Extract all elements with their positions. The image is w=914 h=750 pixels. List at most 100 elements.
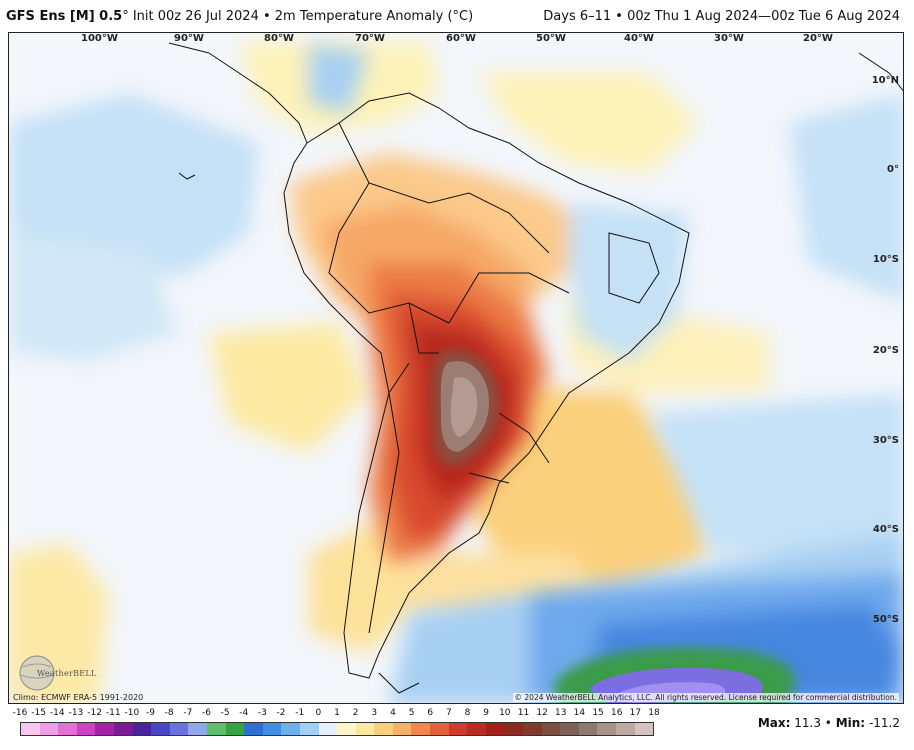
weatherbell-logo: WeatherBELL: [17, 653, 99, 699]
scale-label: 17: [629, 708, 642, 718]
scale-swatch: [467, 723, 486, 735]
init-text: ° Init 00z 26 Jul 2024 • 2m Temperature …: [122, 9, 474, 24]
scale-label: 12: [536, 708, 548, 718]
scale-swatch: [355, 723, 375, 735]
anomaly-map: [9, 33, 903, 703]
lon-label-70w: 70°W: [355, 33, 385, 44]
scale-label: -2: [276, 708, 286, 718]
lat-label-30s: 30°S: [872, 435, 899, 446]
scale-swatch: [76, 723, 96, 735]
scale-label: -16: [12, 708, 28, 718]
max-label: Max:: [757, 716, 791, 730]
scale-swatch: [448, 723, 468, 735]
scale-label: 8: [464, 708, 471, 718]
warm-anomaly-field: [9, 43, 769, 703]
lat-label-20s: 20°S: [872, 345, 899, 356]
scale-swatch: [95, 723, 114, 735]
scale-label: 9: [483, 708, 490, 718]
lon-label-20w: 20°W: [803, 33, 833, 44]
scale-label: 15: [592, 708, 604, 718]
scale-label: -14: [49, 708, 65, 718]
max-min-stats: Max: 11.3 • Min: -11.2: [758, 716, 900, 730]
scale-swatch: [206, 723, 226, 735]
scale-swatch: [374, 723, 393, 735]
scale-swatch: [262, 723, 282, 735]
scale-label: 6: [427, 708, 434, 718]
scale-label: 4: [390, 708, 396, 718]
scale-swatch: [411, 723, 431, 735]
scale-swatch: [337, 723, 356, 735]
scale-swatch: [21, 723, 40, 735]
scale-swatch: [541, 723, 561, 735]
scale-label: 14: [573, 708, 586, 718]
lon-label-40w: 40°W: [624, 33, 654, 44]
scale-label: 2: [352, 708, 359, 718]
min-label: Min:: [835, 716, 866, 730]
scale-swatch: [299, 723, 319, 735]
scale-label: -7: [183, 708, 193, 718]
map-panel[interactable]: 100°W 90°W 80°W 70°W 60°W 50°W 40°W 30°W…: [8, 32, 904, 704]
scale-label: 13: [555, 708, 567, 718]
lat-label-10s: 10°S: [872, 254, 899, 265]
scale-swatch: [504, 723, 524, 735]
scale-label: -1: [295, 708, 305, 718]
lon-label-90w: 90°W: [174, 33, 204, 44]
scale-label: 11: [517, 708, 530, 718]
header: GFS Ens [M] 0.5° Init 00z 26 Jul 2024 • …: [0, 0, 914, 32]
stats-separator: •: [824, 716, 832, 730]
coastlines: [168, 42, 903, 694]
scale-label: -8: [164, 708, 174, 718]
color-scale: -16 -15 -14 -13 -12 -11 -10 -9 -8 -7 -6 -5 -4 -3 -2 -1 0…: [13, 706, 660, 750]
heat-core: [432, 350, 500, 467]
scale-label: -4: [239, 708, 249, 718]
chart-title: GFS Ens [M] 0.5° Init 00z 26 Jul 2024 • …: [6, 9, 473, 24]
scale-swatch: [113, 723, 133, 735]
min-value: -11.2: [868, 716, 900, 730]
scale-label: 5: [408, 708, 415, 718]
scale-label: 3: [371, 708, 378, 718]
scale-label: 7: [446, 708, 452, 718]
scale-label: -12: [87, 708, 102, 718]
scale-label: 10: [499, 708, 511, 718]
scale-swatch: [523, 723, 542, 735]
scale-label: 18: [648, 708, 660, 718]
scale-swatch: [281, 723, 300, 735]
scale-bar: [20, 722, 654, 736]
scale-swatch: [430, 723, 449, 735]
valid-period: Days 6–11 • 00z Thu 1 Aug 2024—00z Tue 6…: [543, 9, 900, 24]
scale-swatch: [634, 723, 654, 735]
max-value: 11.3: [794, 716, 821, 730]
scale-labels: -16 -15 -14 -13 -12 -11 -10 -9 -8 -7 -6 -5 -4 -3 -2 -1 0…: [13, 706, 660, 720]
scale-swatch: [597, 723, 616, 735]
scale-swatch: [151, 723, 170, 735]
scale-swatch: [318, 723, 338, 735]
scale-label: 16: [610, 708, 623, 718]
scale-label: -5: [220, 708, 230, 718]
scale-label: -10: [124, 708, 140, 718]
lat-label-50s: 50°S: [872, 614, 899, 625]
logo-text: WeatherBELL: [37, 669, 97, 678]
lon-label-80w: 80°W: [264, 33, 294, 44]
scale-swatch: [188, 723, 207, 735]
lon-label-50w: 50°W: [536, 33, 566, 44]
lat-label-0: 0°: [887, 164, 899, 175]
scale-swatch: [58, 723, 77, 735]
lon-label-60w: 60°W: [446, 33, 476, 44]
scale-swatch: [560, 723, 579, 735]
lat-label-40s: 40°S: [872, 524, 899, 535]
model-name: GFS Ens [M] 0.5: [6, 9, 123, 24]
scale-swatch: [616, 723, 635, 735]
scale-swatch: [132, 723, 152, 735]
scale-label: -6: [201, 708, 211, 718]
scale-swatch: [244, 723, 263, 735]
scale-label: 1: [334, 708, 340, 718]
globe-icon: [19, 655, 55, 691]
scale-swatch: [578, 723, 598, 735]
scale-label: -11: [105, 708, 121, 718]
scale-label: -9: [146, 708, 156, 718]
lon-label-30w: 30°W: [714, 33, 744, 44]
scale-swatch: [485, 723, 505, 735]
scale-swatch: [392, 723, 412, 735]
scale-swatch: [39, 723, 59, 735]
copyright-note: © 2024 WeatherBELL Analytics, LLC. All r…: [512, 693, 899, 702]
